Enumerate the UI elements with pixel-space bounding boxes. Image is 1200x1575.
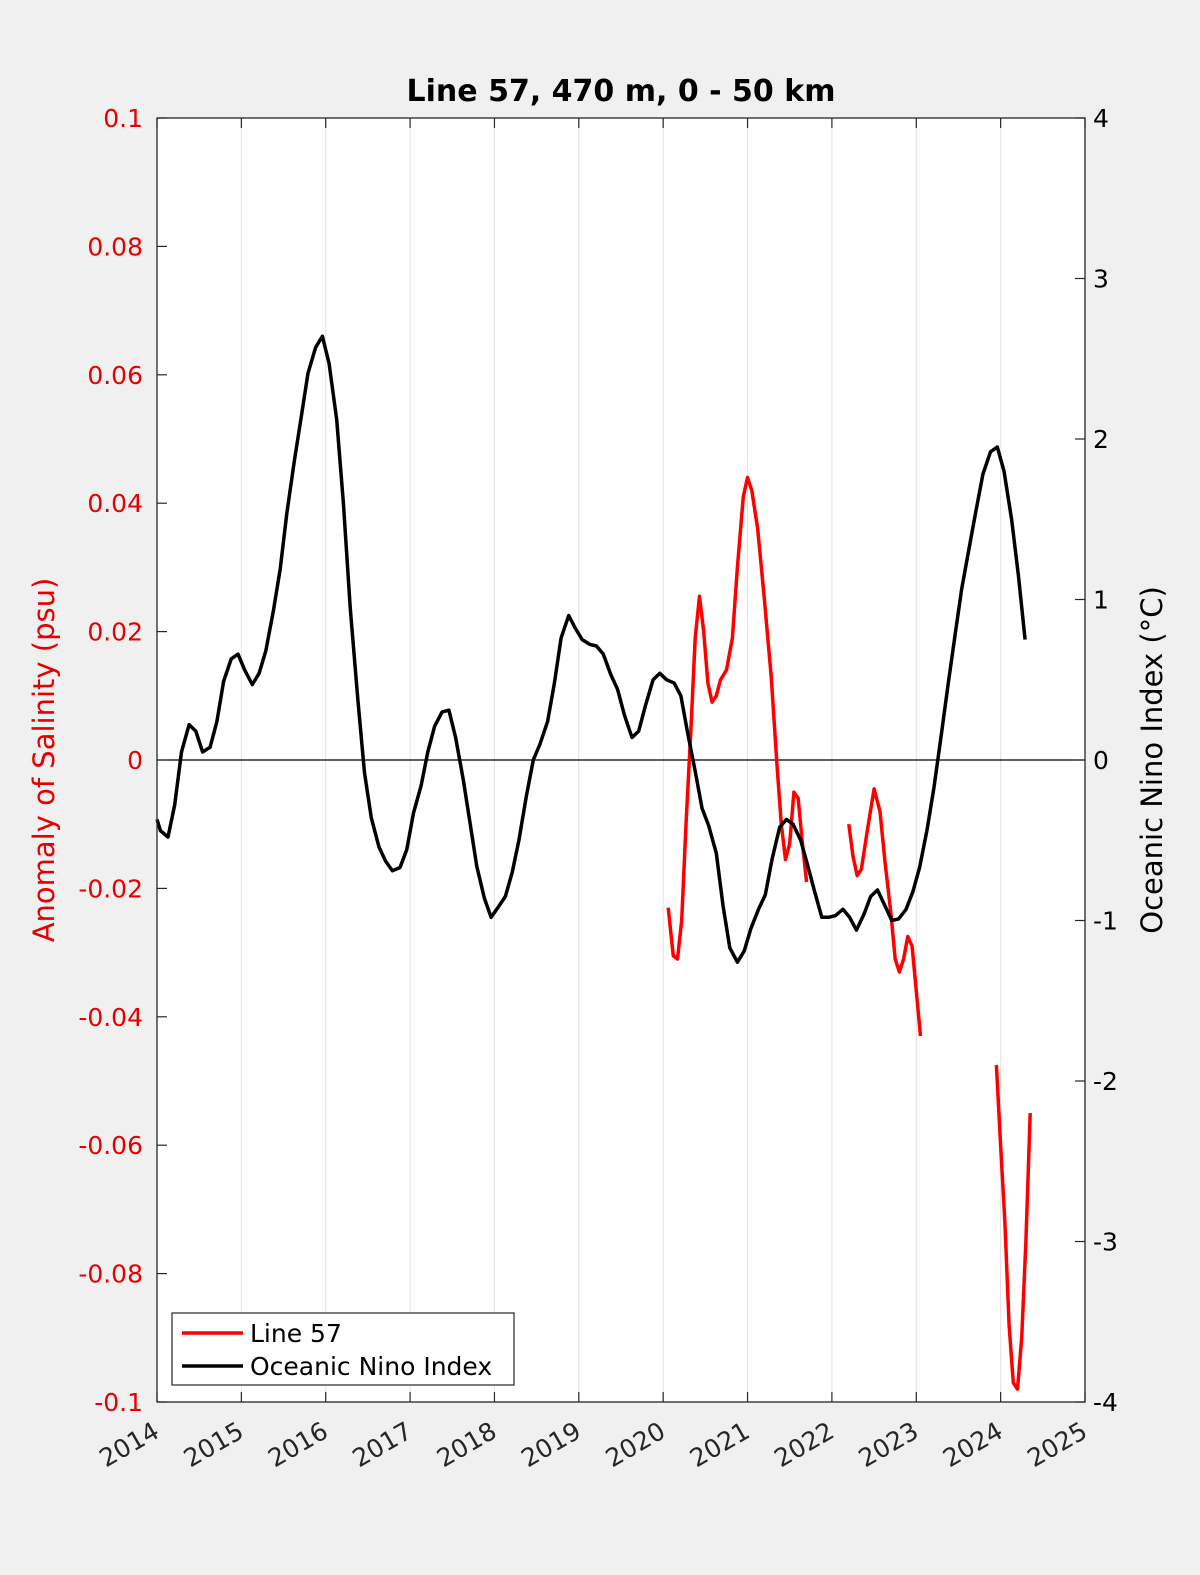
x-tick-label: 2019 <box>516 1416 586 1473</box>
line-57-series-line-2 <box>847 787 923 1037</box>
y-tick-label-left: 0.08 <box>87 232 143 261</box>
y-axis-label-right: Oceanic Nino Index (°C) <box>1135 586 1169 934</box>
y-tick-label-left: -0.04 <box>78 1003 143 1032</box>
y-tick-label-left: -0.02 <box>78 874 143 903</box>
x-tick-label: 2017 <box>347 1416 417 1473</box>
y-tick-label-left: 0.04 <box>87 489 143 518</box>
tick-layer: 2014 2015 2016 2017 2018 2019 2020 2021 2022 2023… <box>78 104 1118 1473</box>
y-axis-label-left: Anomaly of Salinity (psu) <box>27 578 61 943</box>
y-tick-label-right: -1 <box>1093 907 1118 936</box>
y-tick-label-left: 0.06 <box>87 361 143 390</box>
series-layer <box>155 334 1032 1391</box>
x-tick-label: 2018 <box>432 1416 502 1473</box>
y-tick-label-right: -3 <box>1093 1228 1118 1257</box>
y-tick-label-left: 0.02 <box>87 618 143 647</box>
x-tick-label: 2015 <box>179 1416 249 1473</box>
x-tick-label: 2021 <box>685 1416 755 1473</box>
x-tick-label: 2016 <box>263 1416 333 1473</box>
y-tick-label-right: -2 <box>1093 1067 1118 1096</box>
y-tick-label-right: 4 <box>1093 104 1109 133</box>
x-tick-label: 2022 <box>769 1416 839 1473</box>
chart-title: Line 57, 470 m, 0 - 50 km <box>407 74 836 109</box>
legend: Line 57 Oceanic Nino Index <box>171 1312 515 1386</box>
y-tick-label-left: 0 <box>127 746 143 775</box>
oceanic-nino-index-series-line-1 <box>155 334 1027 964</box>
y-tick-label-left: -0.06 <box>78 1131 143 1160</box>
legend-label-line-57: Line 57 <box>250 1319 342 1348</box>
y-tick-label-right: 3 <box>1093 265 1109 294</box>
y-tick-label-right: 2 <box>1093 425 1109 454</box>
y-tick-label-right: -4 <box>1093 1388 1118 1417</box>
y-tick-label-left: -0.08 <box>78 1260 143 1289</box>
legend-label-oni: Oceanic Nino Index <box>250 1352 492 1381</box>
line-57-series-line-3 <box>994 1064 1032 1391</box>
y-tick-label-left: -0.1 <box>94 1388 143 1417</box>
legend-box <box>171 1312 515 1386</box>
y-tick-label-right: 0 <box>1093 746 1109 775</box>
y-tick-label-left: 0.1 <box>103 104 143 133</box>
x-tick-label: 2025 <box>1022 1416 1092 1473</box>
y-tick-label-right: 1 <box>1093 586 1109 615</box>
x-tick-label: 2020 <box>601 1416 671 1473</box>
x-tick-label: 2024 <box>938 1416 1008 1473</box>
x-tick-label: 2014 <box>94 1416 164 1473</box>
x-tick-label: 2023 <box>854 1416 924 1473</box>
